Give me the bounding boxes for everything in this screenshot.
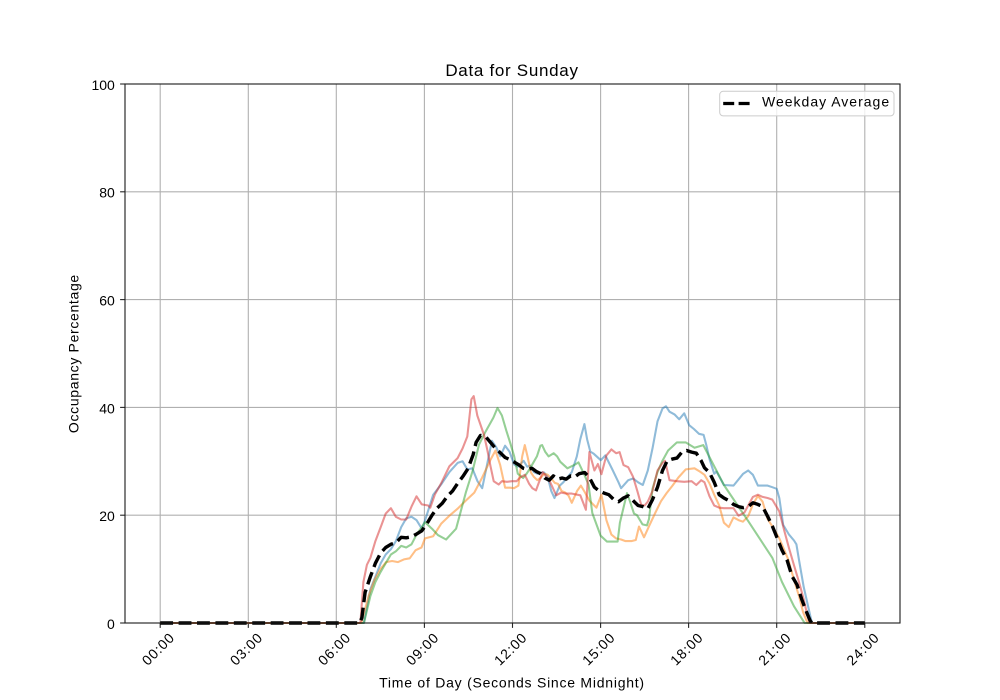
svg-text:0: 0	[107, 616, 115, 632]
svg-text:Occupancy Percentage: Occupancy Percentage	[66, 274, 82, 433]
svg-text:80: 80	[99, 185, 115, 201]
svg-text:Data for Sunday: Data for Sunday	[445, 61, 578, 80]
svg-text:100: 100	[91, 77, 115, 93]
svg-text:40: 40	[99, 400, 115, 416]
svg-text:Weekday Average: Weekday Average	[762, 94, 890, 110]
svg-text:20: 20	[99, 508, 115, 524]
svg-text:60: 60	[99, 293, 115, 309]
svg-text:Time of Day (Seconds Since Mid: Time of Day (Seconds Since Midnight)	[379, 674, 645, 690]
